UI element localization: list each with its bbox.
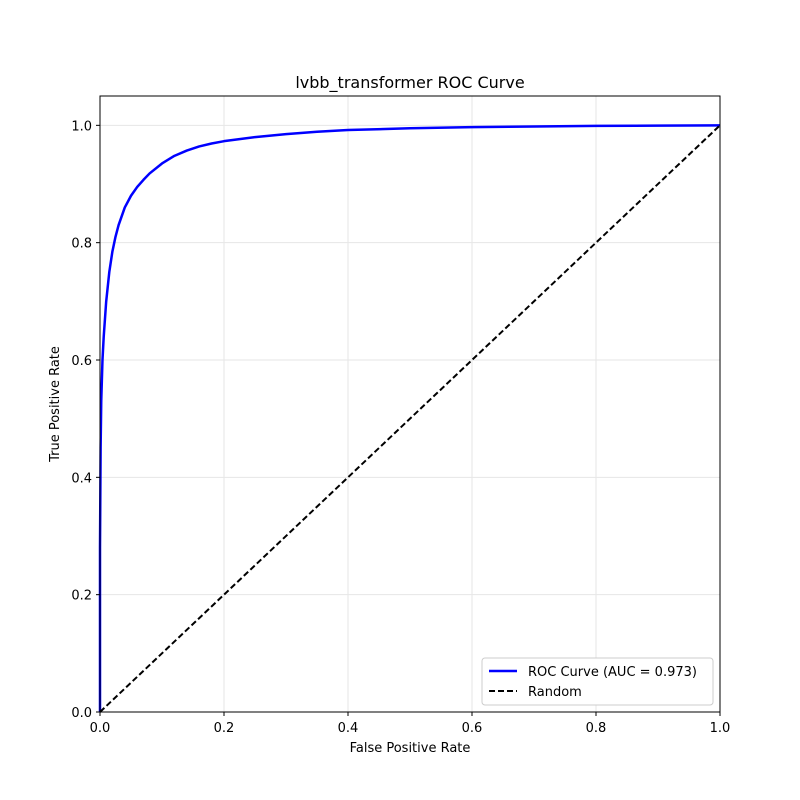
x-tick-label-5: 1.0 [710, 721, 731, 736]
y-tick-label-0: 0.0 [71, 706, 92, 721]
roc-curve-line [98, 124, 721, 712]
x-axis-ticks: 0.0 0.2 0.4 0.6 0.8 1.0 [90, 712, 731, 736]
y-tick-label-1: 0.2 [71, 589, 92, 604]
series-group [98, 124, 721, 713]
random-baseline-line [99, 124, 721, 713]
x-tick-label-2: 0.4 [338, 721, 359, 736]
x-tick-label-4: 0.8 [586, 721, 607, 736]
x-axis-label: False Positive Rate [350, 741, 471, 756]
y-axis-label: True Positive Rate [48, 346, 63, 463]
y-tick-label-5: 1.0 [71, 119, 92, 134]
y-tick-label-2: 0.4 [71, 471, 92, 486]
legend-box [481, 657, 714, 706]
chart-title: lvbb_transformer ROC Curve [295, 73, 524, 93]
x-tick-label-0: 0.0 [90, 721, 111, 736]
grid [99, 96, 721, 713]
y-axis-ticks: 0.0 0.2 0.4 0.6 0.8 1.0 [71, 119, 100, 721]
y-tick-label-3: 0.6 [71, 354, 92, 369]
legend-roc-label: ROC Curve (AUC = 0.973) [528, 665, 697, 680]
x-tick-label-3: 0.6 [462, 721, 483, 736]
y-tick-label-4: 0.8 [71, 237, 92, 252]
plot-frame [99, 95, 721, 713]
legend: ROC Curve (AUC = 0.973) Random [481, 657, 714, 706]
legend-random-label: Random [528, 685, 582, 700]
x-tick-label-1: 0.2 [214, 721, 235, 736]
